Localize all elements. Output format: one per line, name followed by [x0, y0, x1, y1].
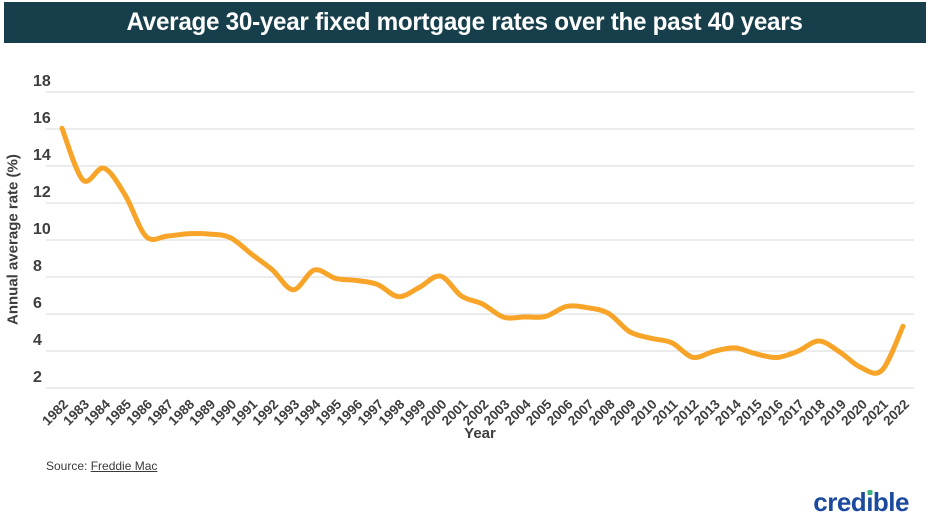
logo-text-post: ble [872, 487, 910, 517]
y-tick-label: 16 [33, 110, 51, 127]
y-tick-label: 12 [33, 184, 51, 201]
source-attribution: Source: Freddie Mac [46, 459, 157, 473]
y-tick-label: 6 [33, 295, 42, 312]
chart-title-banner: Average 30-year fixed mortgage rates ove… [4, 2, 926, 43]
y-axis-title: Annual average rate (%) [4, 154, 22, 326]
y-tick-label: 4 [33, 332, 42, 349]
y-tick-label: 2 [33, 369, 42, 386]
x-axis-title: Year [464, 425, 496, 442]
source-link[interactable]: Freddie Mac [90, 459, 158, 473]
logo-text-pre: cred [813, 487, 867, 517]
logo-letter-i: ı [866, 487, 873, 517]
y-gridlines [46, 91, 914, 389]
credible-logo: credı ble [813, 488, 909, 516]
mortgage-rate-line [59, 125, 906, 376]
y-tick-label: 14 [33, 147, 51, 164]
source-label: Source: [46, 459, 88, 473]
x-tick-labels: 1982198319841985198619871988198919901991… [39, 396, 912, 428]
page-title: Average 30-year fixed mortgage rates ove… [126, 8, 804, 36]
y-tick-label: 18 [33, 73, 51, 90]
y-tick-label: 8 [33, 258, 42, 275]
logo-green-dot [867, 490, 873, 495]
y-tick-labels: 2 4 6 8 10 12 14 16 18 [33, 73, 51, 386]
y-tick-label: 10 [33, 221, 51, 238]
